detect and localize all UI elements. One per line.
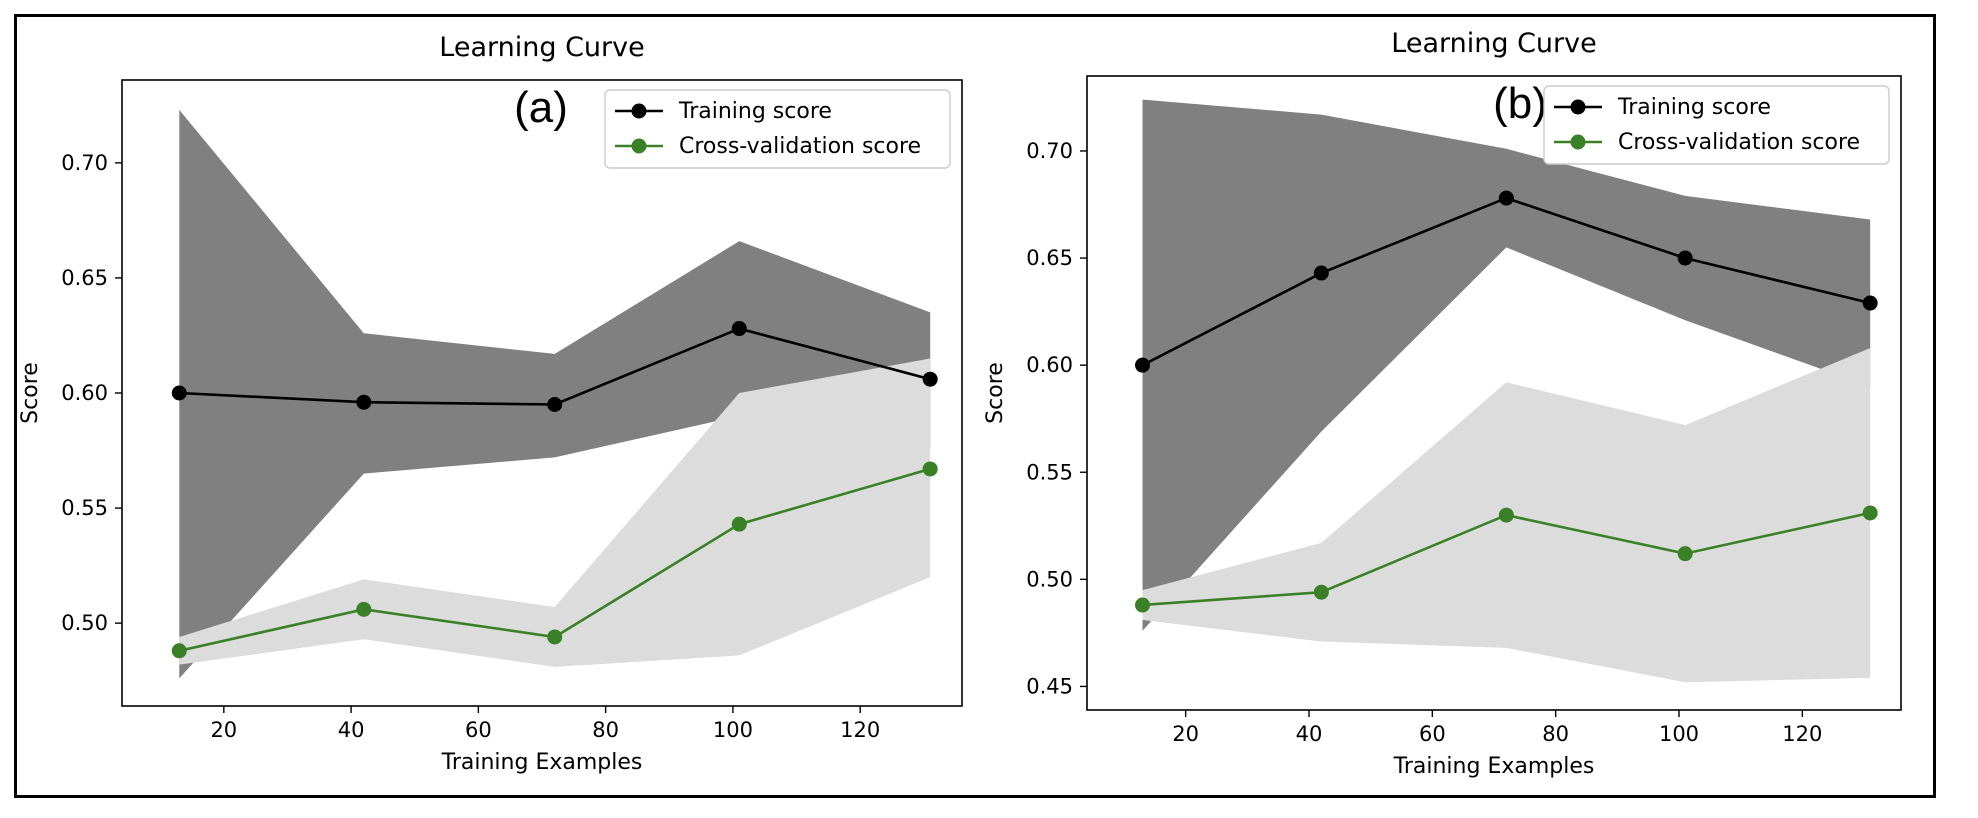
cv-score-point: [356, 601, 372, 617]
cv-score-point: [1862, 505, 1878, 521]
cv-score-point: [1135, 597, 1150, 613]
y-axis-title: Score: [983, 362, 1008, 424]
x-tick-label: 60: [465, 718, 492, 742]
x-tick-label: 20: [210, 718, 237, 742]
training-score-point: [922, 371, 938, 387]
cv-score-point: [171, 643, 187, 659]
y-tick-label: 0.55: [61, 496, 108, 520]
x-tick-label: 120: [1782, 722, 1822, 746]
x-tick-label: 40: [338, 718, 365, 742]
chart-panel-a: 20 40 60 80 100 120 0.50 0.55 0.60 0.65 0.70 Traini…: [18, 32, 963, 775]
y-tick-label: 0.50: [61, 611, 108, 635]
y-tick-label: 0.70: [61, 151, 108, 175]
panel-label: (b): [1493, 79, 1547, 128]
training-score-point: [547, 397, 563, 413]
cv-score-point: [731, 516, 747, 532]
y-tick-label: 0.65: [1026, 246, 1073, 270]
y-tick-label: 0.50: [1026, 567, 1073, 591]
training-score-point: [1313, 265, 1329, 281]
training-score-point: [1677, 250, 1693, 266]
y-tick-label: 0.60: [61, 381, 108, 405]
y-tick-label: 0.70: [1026, 139, 1073, 163]
legend-cv-label: Cross-validation score: [679, 134, 921, 159]
training-score-point: [1498, 190, 1514, 206]
training-score-point: [171, 385, 187, 401]
legend-cv-marker: [631, 138, 647, 154]
training-score-point: [356, 394, 372, 410]
y-tick-label: 0.45: [1026, 674, 1073, 698]
legend-training-marker: [1570, 99, 1586, 115]
x-tick-label: 100: [1659, 722, 1699, 746]
x-tick-label: 20: [1172, 722, 1199, 746]
x-axis-title: Training Examples: [441, 750, 643, 775]
legend-cv-marker: [1570, 134, 1586, 150]
axes-frame: [1086, 75, 1902, 711]
figure-frame: [14, 14, 1936, 798]
legend-box: [604, 89, 951, 169]
cv-score-band: [179, 358, 931, 667]
x-axis-title: Training Examples: [1393, 754, 1595, 779]
plot-area: [171, 109, 938, 679]
legend-training-marker: [631, 103, 647, 119]
x-tick-label: 80: [592, 718, 619, 742]
chart-title: Learning Curve: [439, 32, 644, 63]
chart-panel-b: 20 40 60 80 100 120 0.45 0.50 0.55 0.60 0.65 0.70 Tr…: [983, 28, 1902, 779]
cv-score-point: [922, 461, 938, 477]
training-score-point: [1862, 295, 1878, 311]
training-score-band: [179, 109, 931, 679]
chart-title: Learning Curve: [1391, 28, 1596, 59]
plot-area: [1135, 99, 1878, 683]
training-score-band: [1142, 99, 1871, 631]
training-score-point: [1135, 357, 1150, 373]
y-tick-label: 0.65: [61, 266, 108, 290]
legend-box: [1543, 85, 1890, 165]
x-tick-label: 60: [1419, 722, 1446, 746]
legend: Training score Cross-validation score: [1543, 85, 1890, 165]
training-score-point: [731, 321, 747, 337]
y-tick-label: 0.55: [1026, 460, 1073, 484]
y-axis-title: Score: [18, 362, 43, 424]
legend-cv-label: Cross-validation score: [1618, 130, 1860, 155]
x-tick-label: 100: [713, 718, 753, 742]
y-tick-label: 0.60: [1026, 353, 1073, 377]
legend-training-label: Training score: [1617, 95, 1771, 120]
x-tick-label: 120: [840, 718, 880, 742]
x-tick-label: 40: [1296, 722, 1323, 746]
x-tick-label: 80: [1542, 722, 1569, 746]
cv-score-point: [547, 629, 563, 645]
panel-label: (a): [514, 83, 568, 132]
legend: Training score Cross-validation score: [604, 89, 951, 169]
cv-score-point: [1677, 546, 1693, 562]
cv-score-point: [1313, 584, 1329, 600]
legend-training-label: Training score: [678, 99, 832, 124]
cv-score-point: [1498, 507, 1514, 523]
